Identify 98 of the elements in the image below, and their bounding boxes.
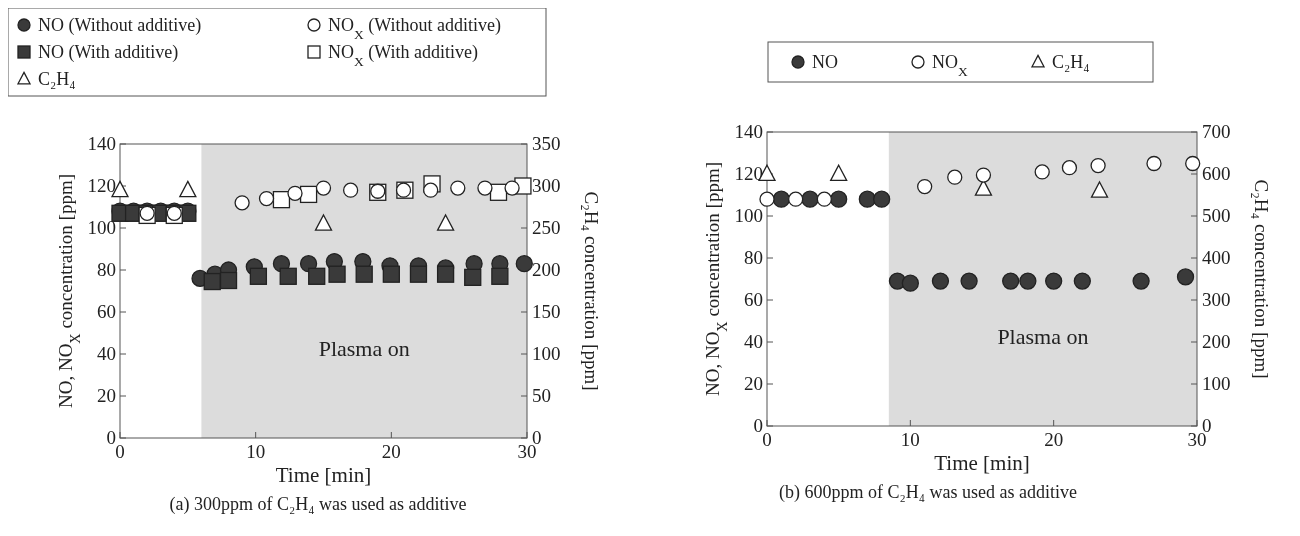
point bbox=[504, 180, 520, 196]
point bbox=[355, 265, 373, 283]
point bbox=[382, 265, 400, 283]
point bbox=[328, 265, 346, 283]
point bbox=[759, 191, 775, 207]
text: (a) 300ppm of C₂H₄ was used as additive bbox=[169, 494, 467, 515]
point bbox=[315, 180, 332, 196]
y2-tick-label: 200 bbox=[532, 259, 561, 280]
band-label: Plasma on bbox=[997, 323, 1089, 349]
point bbox=[1132, 272, 1150, 290]
y-tick-label: 140 bbox=[734, 121, 763, 142]
point bbox=[1034, 164, 1050, 180]
point bbox=[931, 272, 950, 290]
point bbox=[308, 267, 326, 285]
y-tick-label: 60 bbox=[97, 301, 116, 322]
y2-tick-label: 150 bbox=[532, 301, 561, 322]
point bbox=[917, 178, 933, 195]
y2-tick-label: 400 bbox=[1202, 247, 1231, 268]
y2-tick-label: 250 bbox=[532, 217, 561, 238]
x-tick-label: 10 bbox=[246, 441, 266, 462]
point bbox=[1090, 157, 1106, 174]
point bbox=[234, 195, 250, 211]
point bbox=[960, 272, 978, 290]
y2-tick-label: 300 bbox=[1202, 289, 1231, 310]
x-axis-title: Time [min] bbox=[275, 463, 372, 487]
legend-label: NO$_{X}$ bbox=[932, 52, 968, 79]
point bbox=[1061, 160, 1078, 176]
point bbox=[1185, 155, 1201, 172]
point bbox=[1045, 272, 1063, 290]
y-tick-label: 40 bbox=[97, 343, 116, 364]
y-tick-label: 60 bbox=[744, 289, 763, 310]
point bbox=[1073, 272, 1091, 290]
y-tick-label: 40 bbox=[744, 331, 763, 352]
point bbox=[772, 190, 790, 208]
y-tick-label: 120 bbox=[734, 163, 763, 184]
legend-label: NO (Without additive) bbox=[38, 15, 202, 36]
point bbox=[272, 191, 291, 209]
y2-axis-title: C₂H₄ concentration [ppm] bbox=[1251, 179, 1272, 379]
y-tick-label: 20 bbox=[97, 385, 116, 406]
y-tick-label: 120 bbox=[87, 175, 116, 196]
y2-tick-label: 350 bbox=[532, 133, 561, 154]
x-tick-label: 20 bbox=[381, 441, 401, 462]
legend-label: NO (With additive) bbox=[38, 42, 179, 63]
legend-label: NO bbox=[812, 52, 838, 72]
y-tick-label: 100 bbox=[734, 205, 763, 226]
y-tick-label: 80 bbox=[97, 259, 116, 280]
y2-tick-label: 600 bbox=[1202, 163, 1231, 184]
point bbox=[515, 255, 533, 273]
point bbox=[342, 182, 359, 198]
y2-tick-label: 500 bbox=[1202, 205, 1231, 226]
y-tick-label: 80 bbox=[744, 247, 763, 268]
point bbox=[801, 190, 819, 208]
point bbox=[974, 179, 993, 196]
legend-label: NO$_{X}$ (With additive) bbox=[328, 42, 478, 69]
point bbox=[450, 180, 466, 196]
point bbox=[1002, 272, 1020, 290]
point bbox=[436, 265, 455, 283]
y2-tick-label: 100 bbox=[532, 343, 561, 364]
point bbox=[477, 180, 493, 196]
y2-tick-label: 50 bbox=[532, 385, 551, 406]
y2-tick-label: 200 bbox=[1202, 331, 1231, 352]
legend-label: C₂H₄ bbox=[38, 69, 76, 89]
point bbox=[287, 185, 303, 201]
y-tick-label: 0 bbox=[753, 415, 763, 436]
point bbox=[1090, 181, 1109, 198]
y-tick-label: 140 bbox=[87, 133, 116, 154]
point bbox=[1146, 155, 1162, 172]
point bbox=[279, 267, 297, 285]
y2-tick-label: 700 bbox=[1202, 121, 1231, 142]
legend-label: C₂H₄ bbox=[1052, 52, 1090, 72]
point bbox=[409, 265, 428, 283]
point bbox=[830, 190, 848, 208]
point bbox=[423, 182, 439, 198]
band-label: Plasma on bbox=[318, 335, 410, 361]
point bbox=[947, 169, 963, 185]
x-tick-label: 20 bbox=[1044, 429, 1064, 450]
x-tick-label: 10 bbox=[900, 429, 920, 450]
text: (b) 600ppm of C₂H₄ was used as additive bbox=[778, 482, 1078, 503]
point bbox=[203, 272, 221, 291]
point bbox=[464, 268, 482, 286]
y-tick-label: 100 bbox=[87, 217, 116, 238]
point bbox=[858, 190, 876, 208]
y2-tick-label: 300 bbox=[532, 175, 561, 196]
point bbox=[830, 164, 848, 182]
point bbox=[491, 267, 509, 285]
point bbox=[249, 267, 268, 285]
point bbox=[219, 271, 238, 290]
y-tick-label: 20 bbox=[744, 373, 763, 394]
point bbox=[1019, 272, 1037, 290]
point bbox=[258, 190, 275, 207]
legend-label: NO$_{X}$ (Without additive) bbox=[328, 15, 501, 42]
x-axis-title: Time [min] bbox=[934, 451, 1030, 475]
point bbox=[901, 274, 919, 292]
y2-axis-title: C₂H₄ concentration [ppm] bbox=[581, 191, 602, 391]
point bbox=[873, 190, 891, 208]
point bbox=[975, 167, 992, 183]
point bbox=[1176, 268, 1195, 286]
y2-tick-label: 100 bbox=[1202, 373, 1231, 394]
